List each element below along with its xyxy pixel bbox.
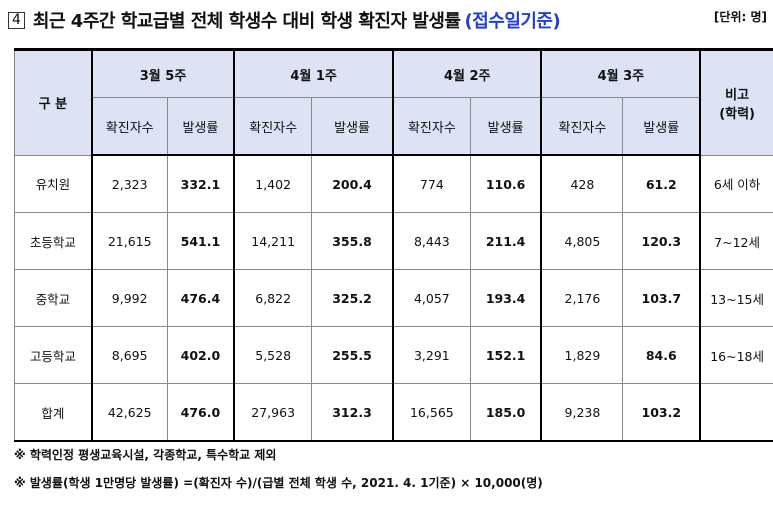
table-row: 중학교 9,992 476.4 6,822 325.2 4,057 193.4 2,176 10… — [13, 269, 773, 327]
footnote: ※ 발생률(학생 1만명당 발생률) =(확진자 수)/(급별 전체 학생 수,… — [14, 476, 543, 490]
cases-cell: 5,528 — [233, 326, 313, 384]
rate-cell: 312.3 — [311, 383, 394, 442]
cases-cell: 8,695 — [90, 326, 168, 384]
row-label: 고등학교 — [13, 326, 93, 384]
footnote: ※ 학력인정 평생교육시설, 각종학교, 특수학교 제외 — [14, 448, 277, 462]
rate-cell: 402.0 — [166, 326, 235, 384]
rate-cell: 84.6 — [622, 326, 701, 384]
row-label: 초등학교 — [13, 212, 93, 270]
rate-header: 발생률 — [166, 97, 235, 156]
cases-cell: 27,963 — [233, 383, 313, 442]
rate-cell: 355.8 — [311, 212, 394, 270]
table-row: 고등학교 8,695 402.0 5,528 255.5 3,291 152.1 1,829 8… — [13, 326, 773, 384]
cases-cell: 1,402 — [233, 154, 313, 213]
row-label: 합계 — [13, 383, 93, 442]
rate-cell: 476.4 — [166, 269, 235, 327]
cases-cell: 8,443 — [391, 212, 471, 270]
rate-cell: 476.0 — [166, 383, 235, 442]
rate-cell: 103.7 — [622, 269, 701, 327]
row-label: 유치원 — [13, 154, 93, 213]
cases-cell: 21,615 — [90, 212, 168, 270]
table-row: 초등학교 21,615 541.1 14,211 355.8 8,443 211.4 4,80… — [13, 212, 773, 270]
report-title: 4 최근 4주간 학교급별 전체 학생수 대비 학생 확진자 발생률 (접수일기… — [8, 6, 768, 34]
cases-cell: 14,211 — [233, 212, 313, 270]
remark-cell: 7~12세 — [699, 212, 773, 270]
rate-header: 발생률 — [622, 97, 701, 156]
table-row: 유치원 2,323 332.1 1,402 200.4 774 110.6 428 61.2 6세… — [13, 154, 773, 213]
section-number: 4 — [8, 11, 25, 29]
data-table: 구 분 3월 5주 4월 1주 4월 2주 4월 3주 비고 (학력) 확진자수… — [13, 48, 773, 442]
category-header: 구 분 — [13, 49, 93, 156]
rate-cell: 185.0 — [469, 383, 542, 442]
week-header: 4월 2주 — [391, 49, 542, 98]
cases-cell: 3,291 — [391, 326, 471, 384]
week-header: 4월 1주 — [233, 49, 394, 98]
rate-header: 발생률 — [311, 97, 394, 156]
cases-cell: 9,992 — [90, 269, 168, 327]
rate-cell: 120.3 — [622, 212, 701, 270]
rate-cell: 61.2 — [622, 154, 701, 213]
cases-cell: 2,176 — [540, 269, 624, 327]
unit-label: [단위: 명] — [713, 10, 767, 24]
rate-cell: 325.2 — [311, 269, 394, 327]
rate-cell: 211.4 — [469, 212, 542, 270]
cases-cell: 2,323 — [90, 154, 168, 213]
cases-cell: 4,805 — [540, 212, 624, 270]
cases-cell: 42,625 — [90, 383, 168, 442]
title-text: 최근 4주간 학교급별 전체 학생수 대비 학생 확진자 발생률 — [32, 11, 461, 32]
row-label: 중학교 — [13, 269, 93, 327]
cases-cell: 16,565 — [391, 383, 471, 442]
rate-cell: 152.1 — [469, 326, 542, 384]
rate-cell: 255.5 — [311, 326, 394, 384]
rate-cell: 541.1 — [166, 212, 235, 270]
remark-header: 비고 (학력) — [699, 49, 773, 156]
title-accent: (접수일기준) — [464, 11, 561, 32]
rate-header: 발생률 — [469, 97, 542, 156]
cases-cell: 428 — [540, 154, 624, 213]
rate-cell: 193.4 — [469, 269, 542, 327]
week-header: 3월 5주 — [90, 49, 235, 98]
remark-cell: 13~15세 — [699, 269, 773, 327]
week-header: 4월 3주 — [540, 49, 701, 98]
rate-cell: 110.6 — [469, 154, 542, 213]
remark-cell: 6세 이하 — [699, 154, 773, 213]
remark-cell — [699, 383, 773, 442]
cases-cell: 774 — [391, 154, 471, 213]
cases-cell: 1,829 — [540, 326, 624, 384]
rate-cell: 103.2 — [622, 383, 701, 442]
cases-header: 확진자수 — [233, 97, 313, 156]
cases-header: 확진자수 — [540, 97, 624, 156]
cases-cell: 4,057 — [391, 269, 471, 327]
rate-cell: 332.1 — [166, 154, 235, 213]
rate-cell: 200.4 — [311, 154, 394, 213]
cases-cell: 9,238 — [540, 383, 624, 442]
remark-cell: 16~18세 — [699, 326, 773, 384]
table-row: 합계 42,625 476.0 27,963 312.3 16,565 185.0 9,238… — [13, 383, 773, 442]
cases-cell: 6,822 — [233, 269, 313, 327]
cases-header: 확진자수 — [391, 97, 471, 156]
cases-header: 확진자수 — [90, 97, 168, 156]
